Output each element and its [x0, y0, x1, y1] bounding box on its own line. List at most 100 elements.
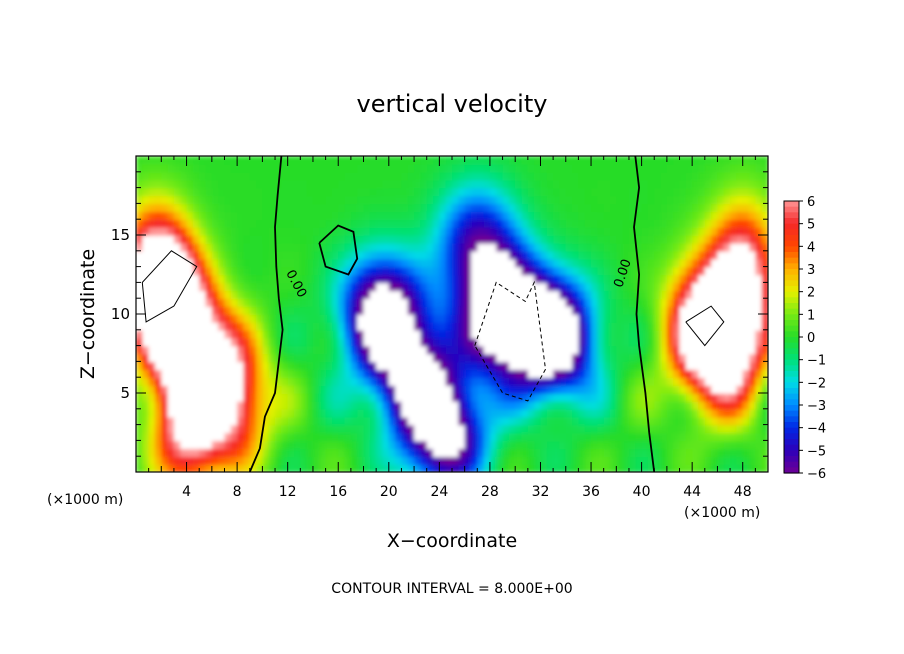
- field-cell: [508, 448, 516, 457]
- field-cell: [180, 187, 188, 197]
- field-cell: [654, 242, 662, 252]
- field-cell: [395, 408, 403, 418]
- field-cell: [666, 345, 674, 355]
- field-cell: [237, 195, 245, 205]
- field-cell: [325, 171, 333, 181]
- field-cell: [445, 290, 453, 299]
- field-cell: [698, 274, 706, 284]
- field-cell: [527, 424, 535, 434]
- field-cell: [369, 235, 377, 244]
- field-cell: [218, 266, 226, 276]
- field-cell: [711, 266, 719, 276]
- field-cell: [199, 258, 207, 268]
- field-cell: [136, 329, 144, 339]
- field-cell: [591, 250, 599, 260]
- field-cell: [666, 369, 674, 378]
- x-tick-label: 8: [233, 484, 242, 500]
- field-cell: [717, 298, 725, 307]
- field-cell: [470, 235, 479, 244]
- field-cell: [515, 329, 523, 339]
- field-cell: [256, 219, 264, 228]
- field-cell: [736, 242, 744, 252]
- field-cell: [420, 156, 428, 165]
- field-cell: [521, 219, 529, 228]
- field-cell: [546, 416, 554, 426]
- field-cell: [224, 306, 232, 315]
- field-cell: [540, 250, 548, 260]
- field-cell: [357, 298, 365, 307]
- field-cell: [761, 274, 768, 284]
- field-cell: [192, 156, 200, 165]
- field-cell: [154, 440, 163, 450]
- field-cell: [527, 156, 535, 165]
- field-cell: [312, 290, 321, 299]
- field-cell: [489, 195, 498, 205]
- field-cell: [717, 242, 725, 252]
- colorbar-swatch: [784, 461, 799, 468]
- field-cell: [350, 416, 358, 426]
- field-cell: [603, 187, 611, 197]
- field-cell: [584, 329, 592, 339]
- field-cell: [477, 385, 485, 394]
- field-cell: [218, 282, 226, 292]
- field-cell: [401, 400, 409, 410]
- field-cell: [136, 424, 144, 434]
- field-cell: [338, 171, 346, 181]
- field-cell: [154, 464, 163, 472]
- field-cell: [205, 298, 213, 307]
- field-cell: [218, 227, 226, 236]
- field-cell: [199, 369, 207, 378]
- field-cell: [711, 456, 719, 465]
- field-cell: [502, 250, 510, 260]
- field-cell: [148, 329, 156, 339]
- field-cell: [755, 266, 763, 276]
- field-cell: [489, 242, 498, 252]
- field-cell: [369, 163, 377, 173]
- field-cell: [275, 321, 283, 331]
- field-cell: [673, 242, 681, 252]
- field-cell: [483, 337, 491, 347]
- field-cell: [268, 424, 276, 434]
- field-cell: [496, 179, 504, 189]
- field-cell: [205, 377, 213, 386]
- field-cell: [154, 179, 163, 189]
- field-cell: [395, 361, 403, 371]
- field-cell: [470, 306, 479, 315]
- field-cell: [395, 282, 403, 292]
- field-cell: [736, 424, 744, 434]
- field-cell: [414, 400, 422, 410]
- field-cell: [584, 195, 592, 205]
- field-cell: [458, 195, 466, 205]
- field-cell: [186, 393, 194, 402]
- field-cell: [382, 424, 390, 434]
- field-cell: [180, 274, 188, 284]
- field-cell: [388, 448, 396, 457]
- field-cell: [673, 377, 681, 386]
- field-cell: [540, 274, 548, 284]
- field-cell: [736, 408, 744, 418]
- field-cell: [249, 400, 257, 410]
- field-cell: [679, 266, 687, 276]
- field-cell: [723, 163, 731, 173]
- field-cell: [218, 187, 226, 197]
- field-cell: [331, 456, 340, 465]
- field-cell: [534, 456, 542, 465]
- field-cell: [224, 235, 232, 244]
- field-cell: [306, 448, 314, 457]
- field-cell: [369, 416, 377, 426]
- field-cell: [641, 329, 649, 339]
- field-cell: [281, 448, 289, 457]
- field-cell: [641, 266, 649, 276]
- field-cell: [755, 377, 763, 386]
- field-cell: [319, 321, 327, 331]
- field-cell: [515, 306, 523, 315]
- field-cell: [445, 408, 453, 418]
- field-cell: [572, 219, 580, 228]
- field-cell: [325, 361, 333, 371]
- field-cell: [736, 282, 744, 292]
- field-cell: [167, 416, 175, 426]
- field-cell: [237, 235, 245, 244]
- field-cell: [325, 424, 333, 434]
- field-cell: [540, 187, 548, 197]
- field-cell: [502, 203, 510, 213]
